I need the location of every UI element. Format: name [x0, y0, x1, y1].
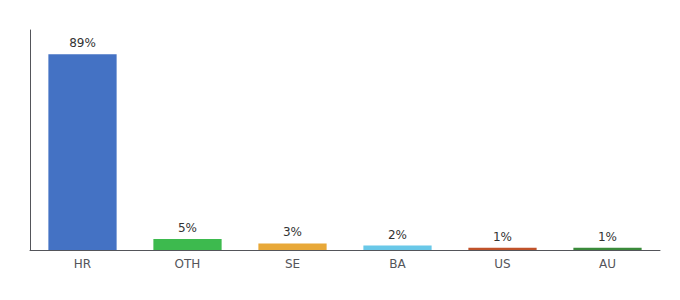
svg-text:1%: 1% — [598, 230, 617, 244]
svg-text:89%: 89% — [69, 36, 96, 50]
svg-text:HR: HR — [74, 257, 91, 271]
svg-text:OTH: OTH — [175, 257, 201, 271]
svg-text:SE: SE — [285, 257, 300, 271]
svg-text:3%: 3% — [283, 225, 302, 239]
svg-text:AU: AU — [599, 257, 616, 271]
svg-text:BA: BA — [389, 257, 406, 271]
svg-text:2%: 2% — [388, 228, 407, 242]
svg-text:1%: 1% — [493, 230, 512, 244]
svg-text:US: US — [494, 257, 510, 271]
svg-text:5%: 5% — [178, 221, 197, 235]
